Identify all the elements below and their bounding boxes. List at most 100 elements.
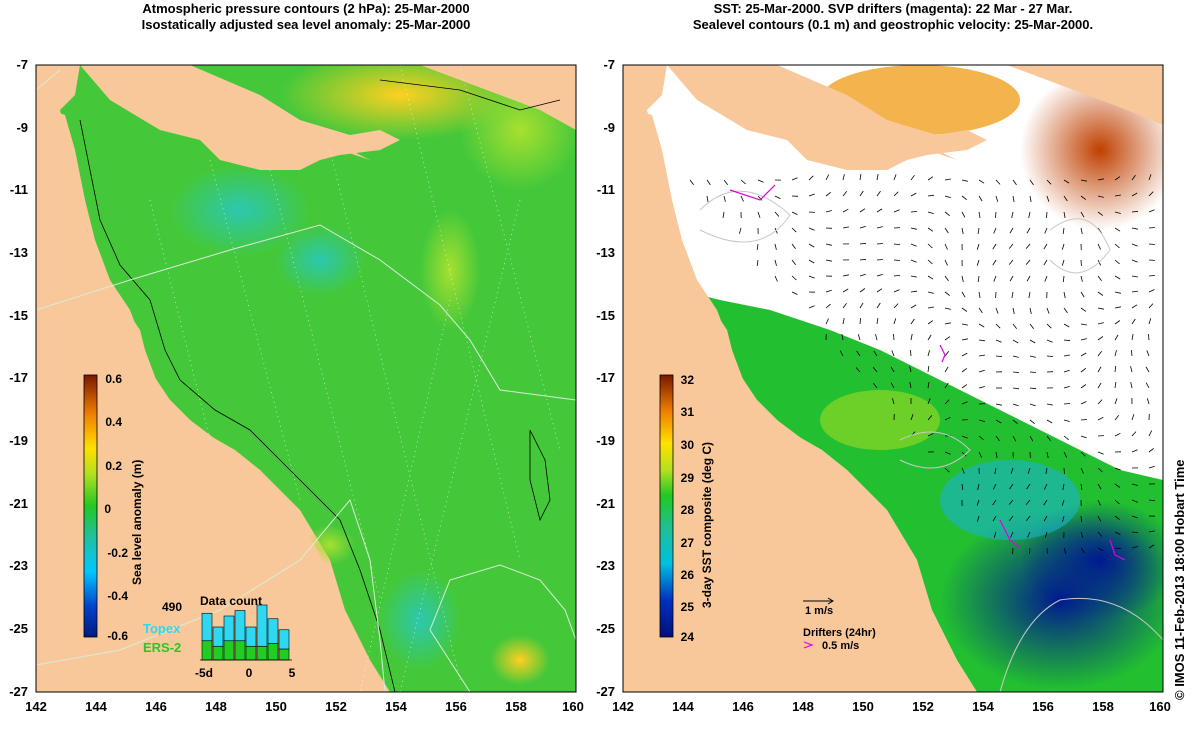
velocity-vector [944,467,950,473]
velocity-vector [1131,334,1134,341]
velocity-vector [1131,499,1138,503]
velocity-vector [706,179,711,186]
velocity-vector [1029,419,1035,425]
velocity-vector [1114,211,1121,214]
velocity-vector [995,307,999,314]
velocity-vector [859,208,866,213]
right-x-axis: 142 144 146 148 150 152 154 156 158 160 [612,699,1171,714]
velocity-vector [808,305,815,309]
velocity-vector [1080,451,1086,457]
velocity-vector [791,211,798,215]
hist-bar-ers2 [223,640,235,661]
velocity-vector [995,419,1002,424]
velocity-vector [774,275,778,282]
velocity-vector [1029,179,1034,186]
velocity-vector [842,174,845,181]
velocity-vector [994,467,997,474]
velocity-vector [859,242,867,245]
velocity-vector [1114,547,1122,549]
velocity-vector [944,336,951,341]
velocity-vector [944,227,949,234]
velocity-vector [1148,499,1156,501]
velocity-vector [842,274,849,277]
velocity-vector [992,515,997,522]
velocity-vector [774,211,780,217]
velocity-vector [1063,211,1066,218]
right-map [623,65,1163,692]
right-title-line1: SST: 25-Mar-2000. SVP drifters (magenta)… [713,1,1073,16]
velocity-vector [927,194,934,197]
velocity-vector [1080,401,1087,405]
velocity-vector [993,227,997,234]
velocity-vector [1046,179,1052,185]
velocity-vector [1012,435,1017,442]
velocity-vector [961,291,966,298]
velocity-vector [1131,259,1138,263]
velocity-vector [1080,227,1083,234]
sst-warm-blob [820,390,940,450]
velocity-vector [893,275,901,277]
velocity-vector [978,419,985,422]
velocity-vector [1148,318,1152,325]
drifter-label: 0.5 m/s [822,640,859,652]
velocity-vector [1025,499,1031,505]
left-panel-title: Atmospheric pressure contours (2 hPa): 2… [36,1,576,33]
hist-bar-ers2 [278,648,290,661]
velocity-vector [706,195,709,202]
velocity-vector [1148,227,1156,229]
hist-tick: 0 [246,666,253,680]
velocity-vector [1114,531,1121,535]
velocity-vector [842,208,849,213]
data-count-title: Data count [200,594,262,608]
velocity-vector [1097,547,1104,552]
velocity-vector [1080,547,1086,553]
velocity-vector [993,531,997,538]
x-tick: 156 [445,699,467,714]
velocity-vector [1146,350,1150,357]
velocity-vector [1044,275,1048,282]
right-land-corner [623,65,667,110]
velocity-vector [910,290,918,293]
velocity-vector [757,179,764,183]
hist-bar-ers2 [201,640,213,661]
y-tick: -17 [9,370,28,385]
velocity-vector [995,435,1000,442]
velocity-vector [976,499,980,506]
velocity-vector [1025,243,1031,249]
left-map-frame [35,64,577,693]
pressure-contour [429,564,576,692]
velocity-vector [1097,322,1104,325]
velocity-vector [757,211,761,218]
velocity-vector [873,382,878,389]
australia-land [36,105,370,692]
hist-bar-topex [234,610,246,642]
velocity-vector [1080,275,1083,282]
velocity-vector [995,179,1001,185]
velocity-vector [977,275,980,283]
velocity-vector [1027,531,1031,538]
y-tick: -17 [596,370,615,385]
drifter-arrow-icon [803,641,814,649]
sla-tick: 0.4 [105,415,122,429]
velocity-vector [1046,451,1049,458]
velocity-vector [910,211,918,213]
velocity-vector [1062,227,1065,234]
velocity-vector [977,515,980,522]
velocity-vector [1029,403,1036,407]
velocity-vector [944,291,951,296]
velocity-vector [1097,350,1103,357]
y-tick: -27 [9,684,28,699]
velocity-vector [723,179,729,185]
sst-tick: 30 [681,438,695,452]
sst-tick: 27 [681,536,695,550]
velocity-vector [978,339,985,342]
velocity-vector [927,275,934,280]
y-tick: -9 [16,120,28,135]
x-tick: 146 [145,699,167,714]
velocity-vector [1114,432,1121,437]
velocity-vector [910,227,917,230]
y-tick: -7 [16,57,28,72]
velocity-vector [842,191,848,197]
velocity-vector [842,226,849,229]
velocity-vector [1131,243,1138,247]
